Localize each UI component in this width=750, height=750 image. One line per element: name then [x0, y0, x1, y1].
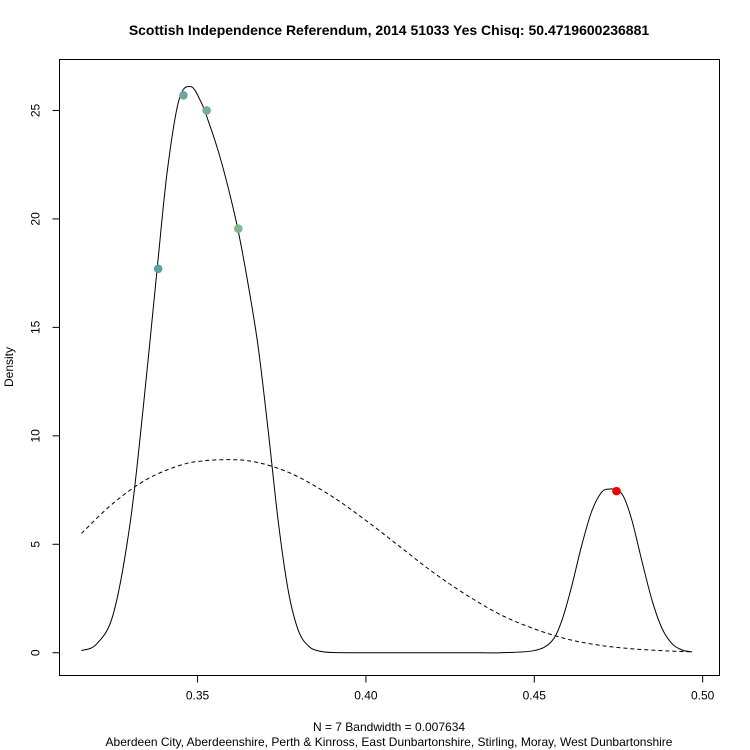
x-tick-label: 0.45	[523, 689, 547, 703]
data-point	[153, 264, 163, 274]
y-tick-label: 5	[29, 541, 43, 548]
y-tick-label: 15	[29, 320, 43, 334]
x-tick-label: 0.40	[354, 689, 378, 703]
y-tick-label: 20	[29, 212, 43, 226]
y-tick-label: 10	[29, 429, 43, 443]
points-layer	[153, 90, 621, 496]
x-axis-label-line2: Aberdeen City, Aberdeenshire, Perth & Ki…	[106, 735, 673, 749]
data-point	[202, 106, 211, 115]
y-axis-label: Density	[2, 347, 16, 387]
data-point	[612, 486, 621, 496]
series-layer	[81, 85, 692, 654]
x-tick-label: 0.50	[691, 689, 715, 703]
x-axis: 0.35 0.40 0.45 0.50	[186, 675, 715, 703]
y-axis: 0 5 10 15 20 25	[29, 103, 60, 656]
chart-title: Scottish Independence Referendum, 2014 5…	[129, 22, 650, 38]
x-axis-label-line1: N = 7 Bandwidth = 0.007634	[313, 720, 465, 734]
normal-reference-curve	[81, 459, 692, 653]
data-point	[179, 90, 188, 100]
y-tick-label: 0	[29, 649, 43, 656]
data-point	[234, 224, 243, 233]
plot-frame	[59, 59, 720, 676]
y-tick-label: 25	[29, 103, 43, 117]
density-curve	[81, 85, 692, 654]
x-tick-label: 0.35	[186, 689, 210, 703]
